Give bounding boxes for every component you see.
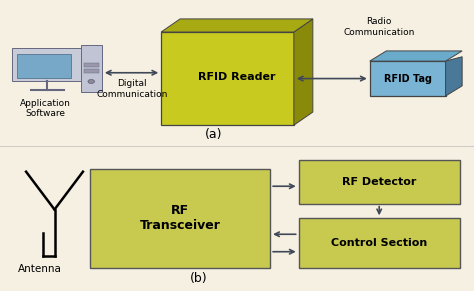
Polygon shape — [446, 57, 462, 96]
FancyBboxPatch shape — [12, 48, 83, 81]
FancyBboxPatch shape — [299, 218, 460, 268]
Text: RFID Tag: RFID Tag — [383, 74, 432, 84]
FancyBboxPatch shape — [81, 45, 102, 92]
FancyBboxPatch shape — [299, 160, 460, 204]
FancyBboxPatch shape — [84, 69, 99, 73]
FancyBboxPatch shape — [90, 169, 270, 268]
Polygon shape — [370, 51, 462, 61]
Text: (b): (b) — [190, 272, 208, 285]
FancyBboxPatch shape — [370, 61, 446, 96]
Text: Application
Software: Application Software — [19, 99, 71, 118]
FancyBboxPatch shape — [17, 54, 71, 78]
Circle shape — [88, 79, 95, 84]
Polygon shape — [161, 19, 313, 32]
FancyBboxPatch shape — [161, 32, 294, 125]
FancyBboxPatch shape — [84, 63, 99, 67]
Text: RFID Reader: RFID Reader — [198, 72, 276, 82]
Text: Radio
Communication: Radio Communication — [344, 17, 415, 37]
Text: Control Section: Control Section — [331, 238, 428, 248]
Text: RF
Transceiver: RF Transceiver — [140, 204, 220, 232]
Text: (a): (a) — [205, 128, 222, 141]
Text: Digital
Communication: Digital Communication — [96, 79, 167, 99]
Text: RF Detector: RF Detector — [342, 177, 416, 187]
Text: Antenna: Antenna — [18, 264, 62, 274]
Polygon shape — [294, 19, 313, 125]
